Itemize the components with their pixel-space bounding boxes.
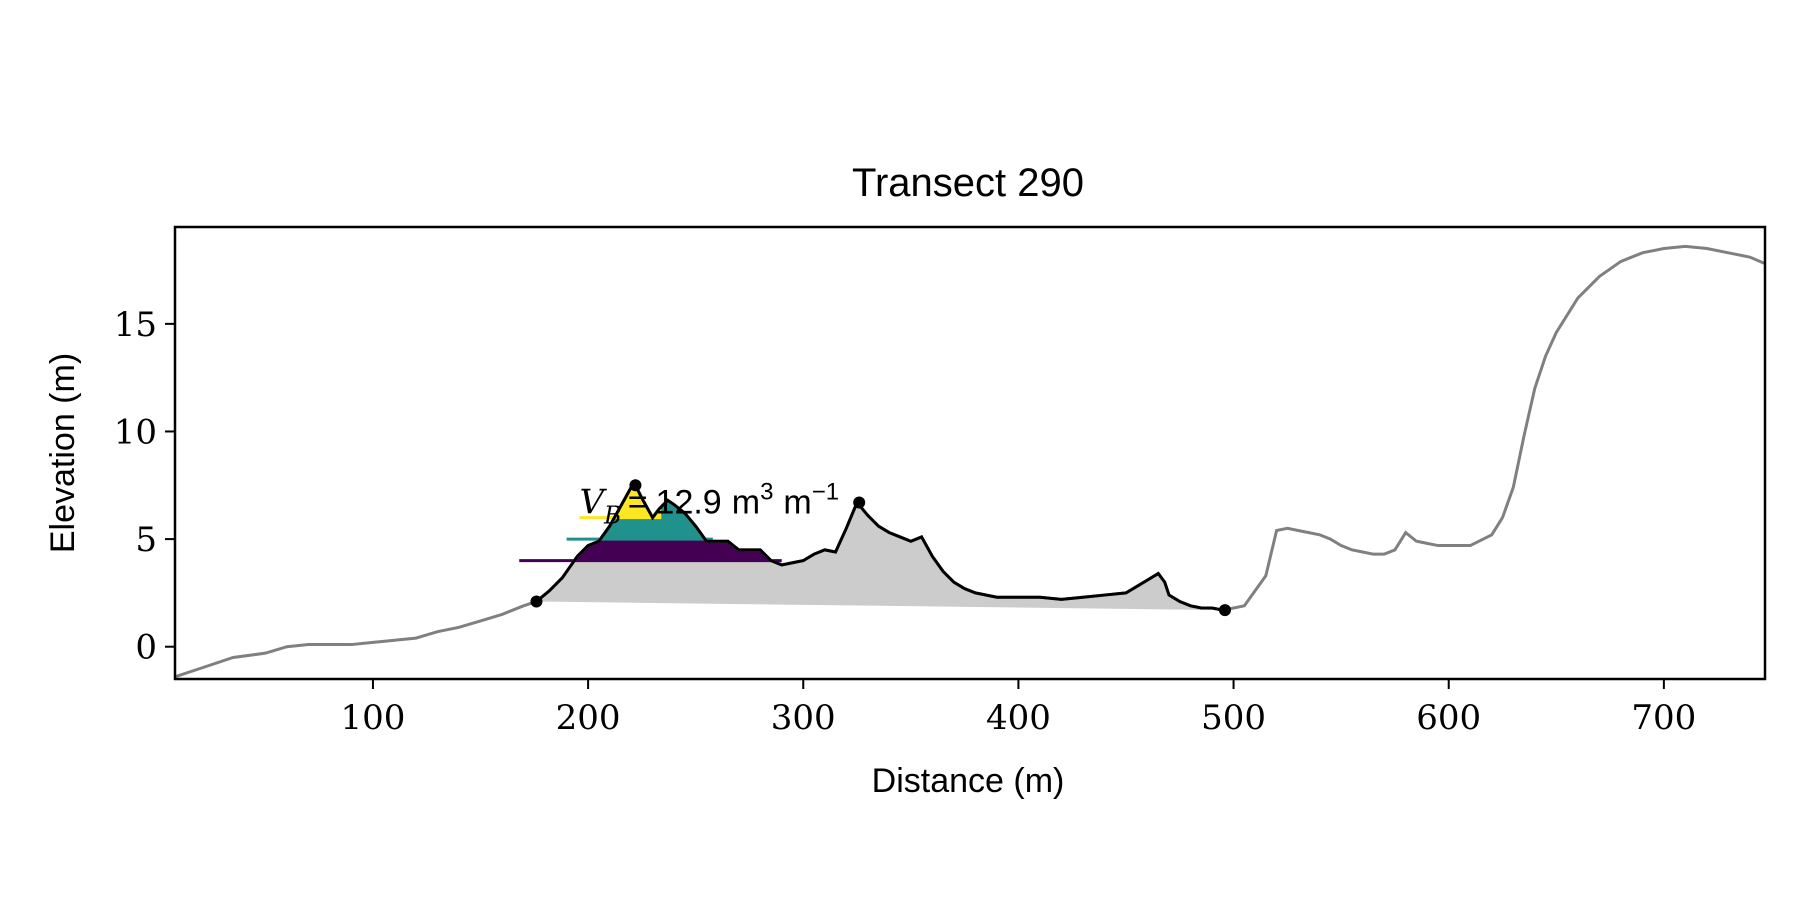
annotation-equals: = [628, 483, 648, 521]
y-tick-label: 15 [114, 305, 157, 345]
toe-end-marker [1218, 604, 1231, 617]
dune-volume-fill [536, 485, 1225, 611]
crest-marker [629, 479, 642, 492]
dune-profile-line [535, 483, 1225, 612]
x-tick-label: 100 [340, 698, 405, 738]
volume-annotation: VB = 12.9 m3 m−1 [579, 478, 839, 529]
annotation-unit-exponent: 3 [760, 478, 773, 505]
annotation-per-exponent: −1 [812, 478, 839, 505]
x-tick-label: 400 [986, 698, 1051, 738]
y-tick-label: 5 [135, 520, 157, 560]
annotation-subscript: B [603, 501, 622, 529]
x-tick-label: 200 [556, 698, 621, 738]
x-tick-label: 700 [1631, 698, 1696, 738]
band-high-fill [579, 485, 662, 518]
x-axis-label: Distance (m) [872, 762, 1065, 800]
x-tick-label: 300 [771, 698, 836, 738]
annotation-unit: m [732, 483, 760, 521]
annotation-value: 12.9 [656, 483, 722, 521]
toe-start-marker [530, 595, 543, 608]
x-tick-label: 600 [1416, 698, 1481, 738]
plot-area [174, 244, 1766, 679]
y-tick-label: 0 [135, 628, 157, 668]
secondary-crest-marker [853, 496, 866, 509]
x-axis-ticks: 100 200 300 400 500 600 700 [340, 679, 1696, 738]
x-tick-label: 500 [1201, 698, 1266, 738]
annotation-per-unit: m [783, 483, 811, 521]
y-axis-ticks: 0 5 10 15 [114, 305, 175, 668]
y-axis-label: Elevation (m) [44, 353, 82, 553]
chart-title: Transect 290 [852, 161, 1084, 205]
axes-frame [173, 225, 1767, 681]
annotation-symbol: V [579, 482, 607, 522]
y-tick-label: 10 [114, 412, 157, 452]
